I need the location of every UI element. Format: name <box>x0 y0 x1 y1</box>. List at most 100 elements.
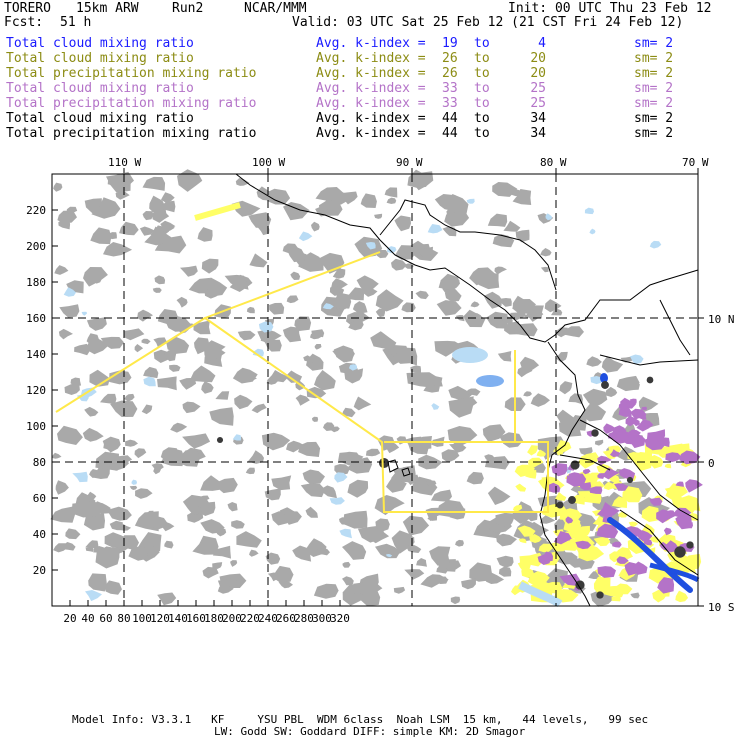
cloud-patch <box>154 275 166 285</box>
cloud-patch <box>537 213 554 224</box>
cloud-patch <box>348 320 364 331</box>
cloud-patch <box>448 385 473 400</box>
cloud-patch <box>393 586 406 594</box>
lon-label: 110 W <box>108 156 142 169</box>
purple-patch <box>590 486 603 494</box>
light-blue-patch <box>298 231 313 242</box>
light-blue-patch <box>545 213 553 221</box>
cloud-patch <box>494 266 507 275</box>
cloud-patch <box>434 340 464 357</box>
cloud-patch <box>484 456 510 470</box>
cloud-patch <box>71 501 103 518</box>
purple-patch <box>637 534 647 540</box>
cloud-patch <box>217 477 238 494</box>
yellow-patch <box>559 508 583 521</box>
cloud-patch <box>461 578 476 590</box>
purple-patch <box>646 429 666 441</box>
light-blue-patch <box>143 376 156 387</box>
cloud-patch <box>193 320 211 335</box>
yellow-patch <box>664 463 672 469</box>
cloud-patch <box>417 246 433 259</box>
purple-patch <box>602 467 620 480</box>
legend-sm: sm= 2 <box>634 96 674 111</box>
cloud-patch <box>149 195 167 215</box>
cloud-patch <box>53 182 63 192</box>
cloud-patch <box>157 592 177 606</box>
x-tick-label: 40 <box>81 612 95 625</box>
legend-field: Total cloud mixing ratio <box>6 36 194 51</box>
cloud-patch <box>498 566 512 577</box>
legend-index: Avg. k-index = <box>316 126 426 141</box>
light-blue-patch <box>322 303 334 310</box>
dark-core <box>568 496 576 504</box>
cloud-patch <box>455 539 464 547</box>
yellow-patch <box>517 525 536 537</box>
axis-ticks <box>52 168 704 607</box>
legend-to: 20 <box>530 66 546 81</box>
y-tick-label: 60 <box>32 492 46 505</box>
cloud-patch <box>375 308 386 318</box>
cloud-patch <box>530 393 550 407</box>
init-time: Init: 00 UTC Thu 23 Feb 12 <box>508 1 712 16</box>
x-tick-label: 220 <box>240 612 260 625</box>
cloud-patch <box>346 457 373 474</box>
legend-field: Total precipitation mixing ratio <box>6 126 257 141</box>
purple-patch <box>597 473 605 479</box>
legend-index: Avg. k-index = <box>316 111 426 126</box>
cloud-patch <box>486 311 508 329</box>
cloud-patch <box>357 525 385 543</box>
cloud-patch <box>305 506 318 518</box>
light-blue-patch <box>589 228 596 235</box>
light-blue-patch <box>452 347 488 363</box>
weather-fields <box>50 169 703 608</box>
lon-label: 90 W <box>396 156 423 169</box>
cloud-patch <box>539 515 556 524</box>
physics-info-line: LW: Godd SW: Goddard DIFF: simple KM: 2D… <box>214 725 526 738</box>
run-label: Run2 <box>172 1 204 16</box>
cloud-patch <box>142 211 154 221</box>
purple-patch <box>618 468 636 480</box>
map-frame <box>51 173 699 607</box>
cloud-patch <box>57 210 77 224</box>
legend-sm: sm= 2 <box>634 51 674 66</box>
cloud-patch <box>264 188 291 205</box>
cloud-patch <box>374 213 383 219</box>
cloud-patch <box>257 329 282 345</box>
legend-index: Avg. k-index = <box>316 81 426 96</box>
cloud-patch <box>616 375 640 392</box>
cloud-patch <box>376 250 389 259</box>
legend-from: 26 <box>442 66 458 81</box>
cloud-patch <box>342 407 356 418</box>
cloud-patch <box>564 326 584 338</box>
cloud-patch <box>406 544 422 553</box>
cloud-patch <box>344 368 364 384</box>
yellow-patch <box>608 445 622 454</box>
lat-lon-grid <box>52 174 698 606</box>
legend-to_word: to <box>474 36 490 51</box>
cloud-patch <box>143 366 159 379</box>
cloud-patch <box>264 488 281 501</box>
legend-from: 44 <box>442 126 458 141</box>
cloud-patch <box>310 330 324 340</box>
x-tick-label: 140 <box>168 612 188 625</box>
y-tick-label: 180 <box>26 276 46 289</box>
purple-patch <box>633 561 648 575</box>
cloud-patch <box>160 224 175 233</box>
light-blue-patch <box>427 224 443 234</box>
cloud-patch <box>141 338 151 345</box>
border-line <box>599 354 699 366</box>
x-tick-label: 180 <box>204 612 224 625</box>
cloud-patch <box>581 403 607 422</box>
cloud-patch <box>298 252 324 272</box>
legend-to_word: to <box>474 51 490 66</box>
cloud-patch <box>129 485 138 490</box>
cloud-patch <box>271 475 292 491</box>
cloud-patch <box>65 528 81 540</box>
cloud-patch <box>189 365 216 383</box>
cloud-patch <box>153 337 167 348</box>
purple-patch <box>629 398 637 405</box>
x-tick-label: 240 <box>258 612 278 625</box>
cloud-patch <box>410 365 421 374</box>
purple-patch <box>546 482 561 493</box>
